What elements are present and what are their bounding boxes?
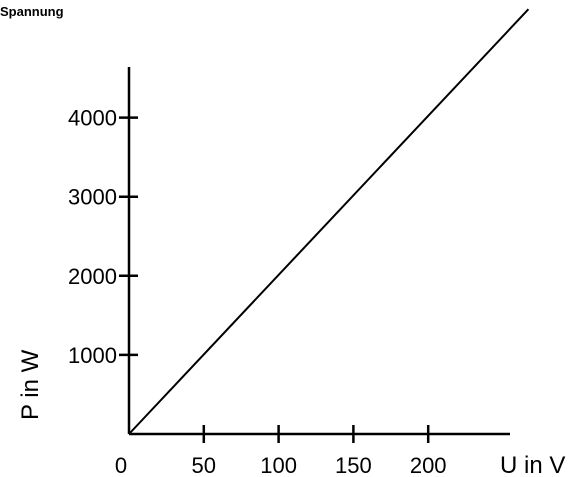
x-tick-label-0: 0 bbox=[115, 453, 127, 477]
series-line-0 bbox=[128, 8, 530, 435]
chart-title: Spannung bbox=[0, 4, 64, 19]
series-layer bbox=[128, 8, 530, 435]
y-axis-label: P in W bbox=[17, 349, 44, 420]
x-tick-label-50: 50 bbox=[192, 453, 216, 477]
x-tick-label-200: 200 bbox=[410, 453, 447, 477]
y-tick-label-4000: 4000 bbox=[68, 106, 117, 131]
ticks: 0 50 100 150 200 1000 2000 3000 4000 bbox=[68, 106, 447, 477]
x-tick-label-150: 150 bbox=[335, 453, 372, 477]
y-tick-label-3000: 3000 bbox=[68, 185, 117, 210]
x-tick-label-100: 100 bbox=[260, 453, 297, 477]
x-axis-label: U in V bbox=[500, 452, 565, 477]
axes bbox=[127, 67, 510, 436]
y-tick-label-1000: 1000 bbox=[68, 343, 117, 368]
y-tick-label-2000: 2000 bbox=[68, 264, 117, 289]
